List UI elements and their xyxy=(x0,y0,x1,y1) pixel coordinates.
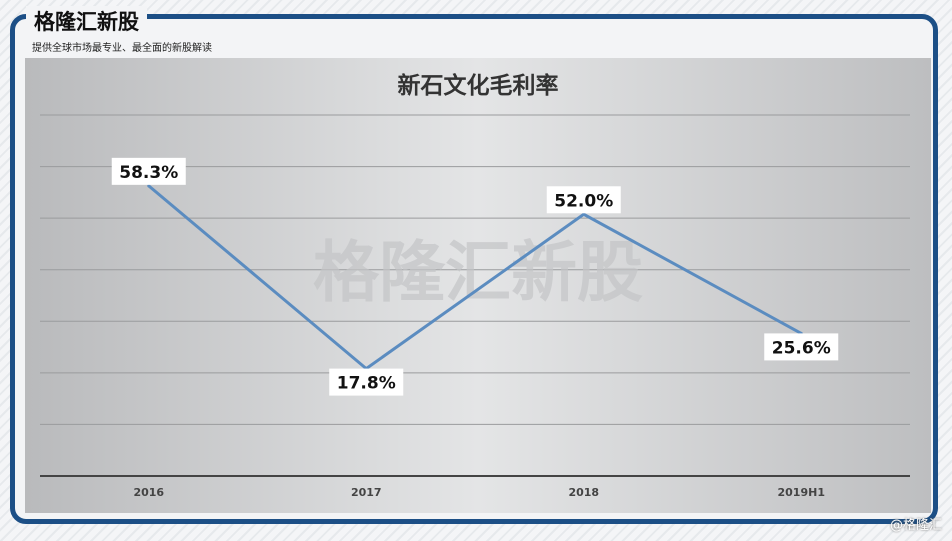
corner-watermark: @格隆汇 xyxy=(889,518,942,533)
data-point xyxy=(582,212,586,216)
data-label-box xyxy=(764,333,839,361)
data-label: 52.0% xyxy=(554,191,613,211)
subtitle: 提供全球市场最专业、最全面的新股解读 xyxy=(32,43,212,54)
x-tick-label: 2019H1 xyxy=(778,486,825,499)
data-point xyxy=(147,184,151,188)
watermark: 格隆汇新股 xyxy=(313,233,643,311)
data-label-box xyxy=(329,368,404,396)
series-line xyxy=(147,184,802,371)
data-label: 25.6% xyxy=(772,338,831,358)
data-label: 58.3% xyxy=(119,163,178,183)
data-label-box xyxy=(546,186,621,214)
x-tick-label: 2016 xyxy=(133,486,164,499)
x-tick-label: 2017 xyxy=(351,486,382,499)
x-tick-label: 2018 xyxy=(568,486,599,499)
brand-logo: 格隆汇新股 xyxy=(26,6,147,36)
data-label-box xyxy=(111,157,186,185)
chart-title: 新石文化毛利率 xyxy=(398,72,559,99)
data-label: 17.8% xyxy=(337,374,396,394)
plot-background xyxy=(25,58,931,513)
